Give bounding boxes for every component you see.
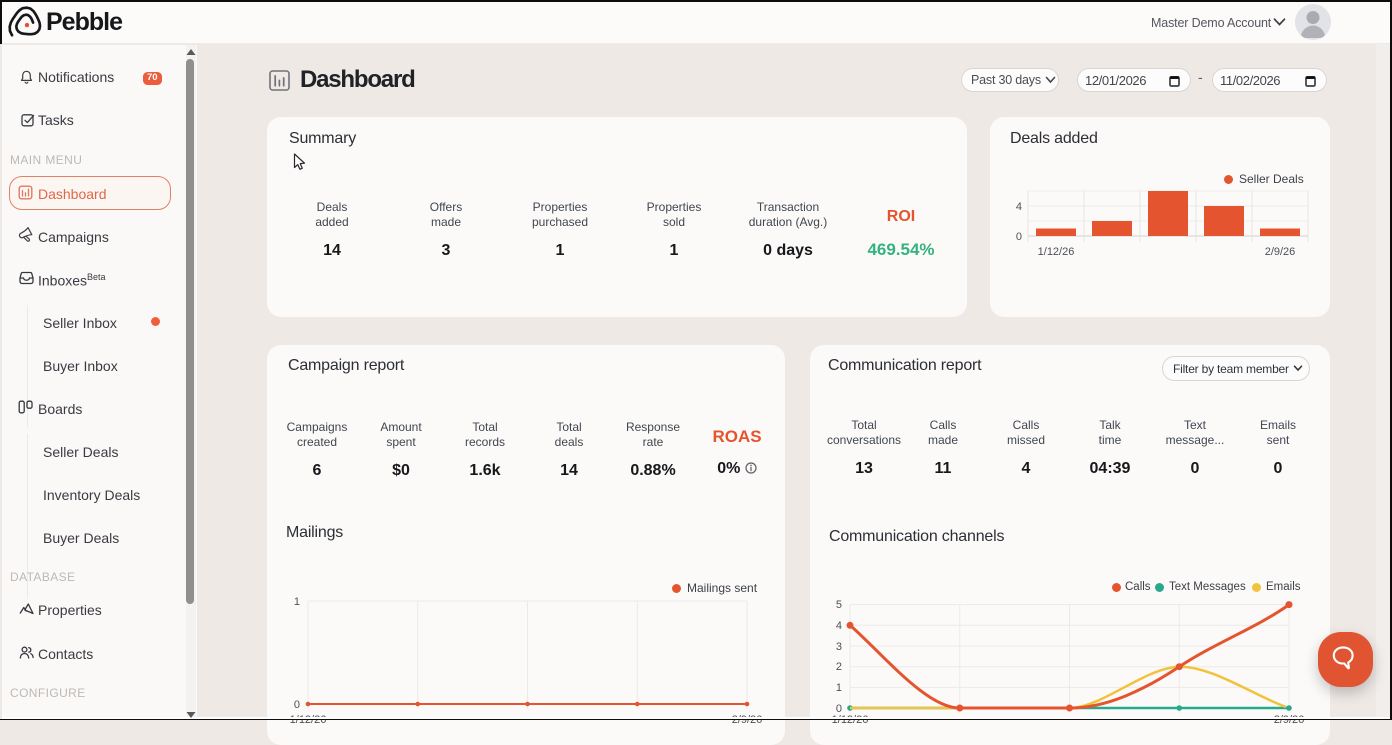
- svg-text:1: 1: [294, 596, 300, 608]
- svg-text:3: 3: [836, 641, 842, 653]
- svg-text:4: 4: [836, 620, 842, 632]
- svg-text:2: 2: [836, 661, 842, 673]
- svg-text:0: 0: [1016, 231, 1022, 243]
- svg-text:1/12/26: 1/12/26: [1038, 246, 1075, 258]
- svg-text:0: 0: [294, 699, 300, 711]
- svg-text:0: 0: [836, 703, 842, 715]
- svg-text:4: 4: [1016, 201, 1022, 213]
- svg-text:2/9/26: 2/9/26: [1265, 246, 1296, 258]
- svg-text:1: 1: [836, 682, 842, 694]
- svg-text:5: 5: [836, 599, 842, 611]
